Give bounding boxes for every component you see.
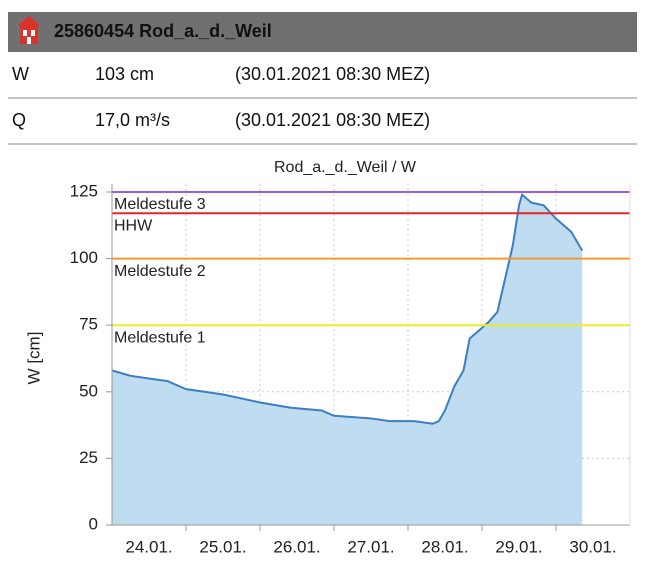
y-tick-label: 25 [79,448,98,467]
x-tick-label: 30.01. [569,537,616,556]
cell: 103 cm [95,64,154,84]
cell: (30.01.2021 08:30 MEZ) [235,110,430,130]
y-axis-label: W [cm] [24,332,43,385]
x-tick-label: 24.01. [125,537,172,556]
area [112,194,583,525]
x-tick-label: 26.01. [273,537,320,556]
line [111,192,584,425]
y-tick-label: 125 [70,181,98,200]
cell: 17,0 m³/s [95,110,170,130]
x-tick-label: 27.01. [347,537,394,556]
cell: Q [12,110,26,130]
header-title: 25860454 Rod_a._d._Weil [54,21,272,41]
y-tick-label: 50 [79,381,98,400]
x-tick-label: 29.01. [495,537,542,556]
y-tick-label: 75 [79,315,98,334]
threshold-label: Meldestufe 2 [114,263,206,280]
cell: W [12,64,29,84]
x-tick-label: 25.01. [199,537,246,556]
chart-title: Rod_a._d._Weil / W [274,159,417,176]
threshold-label: Meldestufe 3 [114,196,206,213]
threshold-label: HHW [114,218,153,235]
station-icon [18,16,40,44]
header-bar [8,12,637,52]
y-tick-label: 0 [89,514,98,533]
y-tick-label: 100 [70,248,98,267]
threshold-label: Meldestufe 1 [114,329,206,346]
cell: (30.01.2021 08:30 MEZ) [235,64,430,84]
x-tick-label: 28.01. [421,537,468,556]
